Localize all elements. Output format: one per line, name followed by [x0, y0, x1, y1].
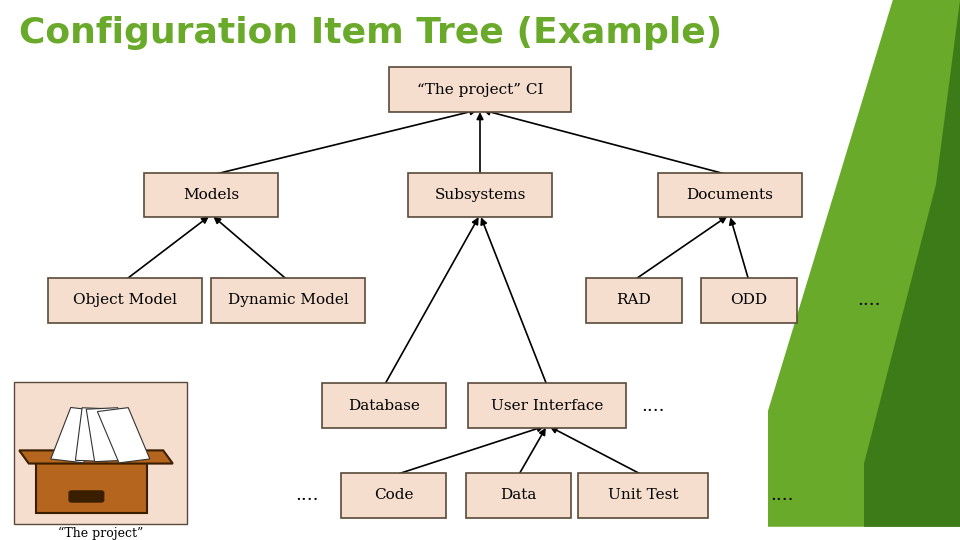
Text: “The project” CI: “The project” CI: [417, 83, 543, 97]
Text: ODD: ODD: [731, 293, 767, 307]
Text: User Interface: User Interface: [491, 399, 604, 413]
FancyBboxPatch shape: [701, 278, 797, 322]
Polygon shape: [51, 408, 104, 463]
Polygon shape: [86, 408, 126, 462]
Text: Code: Code: [373, 488, 414, 502]
Polygon shape: [864, 0, 960, 526]
Text: “The project”: “The project”: [59, 526, 143, 540]
FancyBboxPatch shape: [48, 278, 202, 322]
Text: ....: ....: [771, 486, 794, 504]
FancyBboxPatch shape: [578, 473, 708, 517]
FancyBboxPatch shape: [211, 278, 365, 322]
Text: Object Model: Object Model: [73, 293, 177, 307]
Text: ....: ....: [296, 486, 319, 504]
FancyBboxPatch shape: [14, 382, 187, 524]
Text: ....: ....: [857, 291, 880, 309]
FancyBboxPatch shape: [36, 462, 147, 512]
Polygon shape: [76, 408, 113, 462]
Polygon shape: [19, 450, 173, 463]
Text: RAD: RAD: [616, 293, 651, 307]
FancyBboxPatch shape: [586, 278, 682, 322]
Text: ....: ....: [641, 396, 664, 415]
Text: Documents: Documents: [686, 188, 773, 202]
Polygon shape: [97, 408, 150, 463]
FancyBboxPatch shape: [466, 473, 571, 517]
FancyBboxPatch shape: [322, 383, 446, 428]
Text: Unit Test: Unit Test: [608, 488, 679, 502]
FancyBboxPatch shape: [658, 172, 802, 217]
Text: Dynamic Model: Dynamic Model: [228, 293, 348, 307]
Text: Data: Data: [500, 488, 537, 502]
FancyBboxPatch shape: [69, 491, 104, 502]
Text: Models: Models: [183, 188, 239, 202]
Text: Configuration Item Tree (Example): Configuration Item Tree (Example): [19, 16, 723, 50]
FancyBboxPatch shape: [389, 67, 571, 112]
FancyBboxPatch shape: [144, 172, 278, 217]
FancyBboxPatch shape: [341, 473, 446, 517]
FancyBboxPatch shape: [468, 383, 626, 428]
Polygon shape: [768, 0, 960, 526]
Text: Subsystems: Subsystems: [434, 188, 526, 202]
FancyBboxPatch shape: [408, 172, 552, 217]
Text: Database: Database: [348, 399, 420, 413]
